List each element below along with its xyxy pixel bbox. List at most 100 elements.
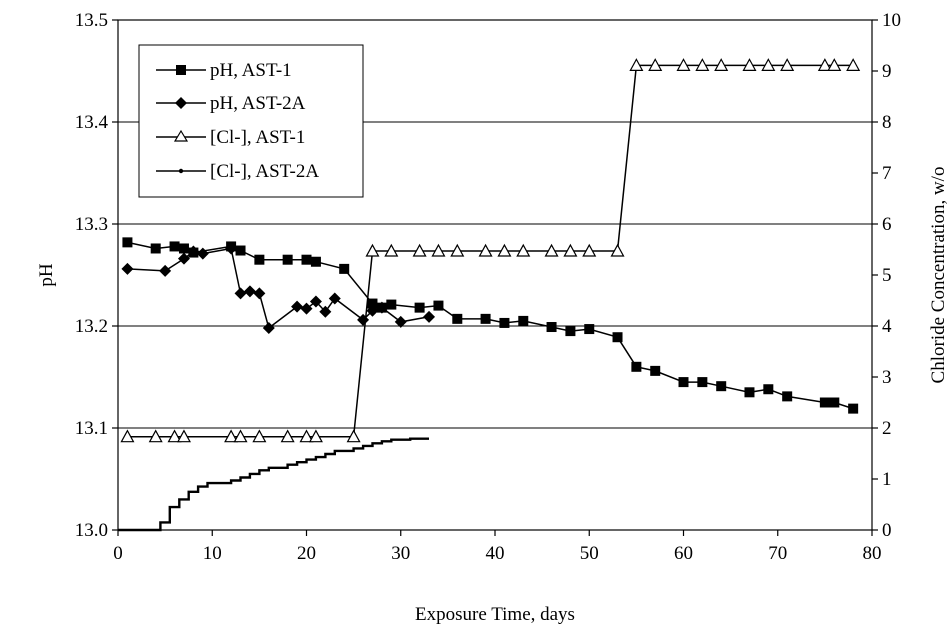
point-cl-ast1-9 [308, 429, 323, 443]
point-cl-ast1-16 [478, 243, 493, 257]
point-cl-ast1-7 [280, 429, 295, 443]
y-right-tick-label-8: 8 [882, 112, 892, 133]
series-ph-ast1 [122, 237, 859, 414]
point-ph-ast1-23 [584, 324, 595, 335]
x-tick-label-7: 70 [768, 543, 787, 564]
point-cl-ast1-23 [629, 58, 644, 71]
point-ph-ast1-25 [631, 361, 642, 372]
point-ph-ast2a-3 [187, 245, 200, 258]
point-cl-ast1-5 [233, 429, 248, 443]
point-ph-ast1-19 [499, 317, 510, 328]
point-ph-ast2a-5 [225, 242, 238, 255]
y-left-tick-label-2: 13.2 [75, 316, 108, 337]
point-ph-ast1-10 [310, 256, 321, 267]
legend: pH, AST-1 pH, AST-2A [Cl-], AST-1 [Cl-],… [156, 60, 319, 182]
legend-label-cl-ast1: [Cl-], AST-1 [210, 127, 305, 148]
point-ph-ast1-21 [546, 322, 557, 333]
x-tick-label-2: 20 [297, 543, 316, 564]
point-cl-ast1-30 [780, 58, 795, 71]
point-ph-ast2a-12 [309, 295, 322, 308]
point-cl-ast1-4 [224, 429, 239, 443]
y-right-tick-label-0: 0 [882, 520, 892, 541]
x-tick-label-0: 0 [113, 543, 123, 564]
point-cl-ast1-22 [610, 243, 625, 257]
point-cl-ast1-29 [761, 58, 776, 71]
point-ph-ast1-35 [848, 403, 859, 414]
point-cl-ast1-2 [167, 429, 182, 443]
point-ph-ast1-14 [386, 299, 397, 310]
point-cl-ast1-13 [412, 243, 427, 257]
point-ph-ast1-9 [301, 254, 312, 265]
point-ph-ast1-8 [282, 254, 293, 265]
point-ph-ast1-34 [829, 397, 840, 408]
legend-marker-ph-ast2a [175, 97, 187, 109]
series [118, 58, 861, 532]
point-ph-ast1-12 [367, 298, 378, 309]
point-cl-ast1-33 [846, 58, 861, 71]
point-cl-ast1-14 [431, 243, 446, 257]
point-cl-ast1-27 [714, 58, 729, 71]
point-ph-ast2a-10 [291, 300, 304, 313]
point-ph-ast1-26 [650, 365, 661, 376]
y-right-tick-label-3: 3 [882, 367, 892, 388]
point-ph-ast2a-9 [262, 322, 275, 335]
y-right-tick-label-1: 1 [882, 469, 892, 490]
axis-ticks: 13.0 13.1 13.2 13.3 13.4 13.5 0 1 2 3 4 5 6 7 8 9 10 0 10 2… [75, 10, 901, 564]
point-ph-ast1-31 [763, 384, 774, 395]
point-cl-ast1-31 [817, 58, 832, 71]
x-tick-label-1: 10 [203, 543, 222, 564]
y-axis-left-title: pH [36, 263, 57, 287]
point-ph-ast1-11 [339, 263, 350, 274]
point-ph-ast1-1 [150, 243, 161, 254]
point-cl-ast1-24 [648, 58, 663, 71]
y-left-tick-label-0: 13.0 [75, 520, 108, 541]
x-tick-label-4: 40 [486, 543, 505, 564]
point-cl-ast1-25 [676, 58, 691, 71]
x-tick-label-6: 60 [674, 543, 693, 564]
point-cl-ast1-3 [176, 429, 191, 443]
point-ph-ast1-6 [235, 245, 246, 256]
y-right-tick-label-7: 7 [882, 163, 892, 184]
point-cl-ast1-15 [450, 243, 465, 257]
point-cl-ast1-8 [299, 429, 314, 443]
legend-marker-cl-ast1 [173, 129, 189, 142]
point-cl-ast1-11 [365, 243, 380, 257]
point-ph-ast2a-7 [243, 285, 256, 298]
point-ph-ast2a-14 [328, 292, 341, 305]
point-cl-ast1-19 [544, 243, 559, 257]
point-ph-ast2a-19 [423, 310, 436, 323]
point-cl-ast1-20 [563, 243, 578, 257]
point-cl-ast1-32 [827, 58, 842, 71]
y-right-tick-label-9: 9 [882, 61, 892, 82]
y-left-tick-label-5: 13.5 [75, 10, 108, 31]
x-axis-title: Exposure Time, days [415, 604, 575, 625]
point-ph-ast1-18 [480, 313, 491, 324]
x-tick-label-8: 80 [863, 543, 882, 564]
point-ph-ast1-24 [612, 332, 623, 343]
point-ph-ast1-33 [819, 397, 830, 408]
point-ph-ast1-28 [697, 377, 708, 388]
point-cl-ast1-28 [742, 58, 757, 71]
x-tick-label-3: 30 [391, 543, 410, 564]
point-ph-ast1-22 [565, 326, 576, 337]
point-ph-ast2a-2 [177, 252, 190, 265]
point-ph-ast1-27 [678, 377, 689, 388]
point-ph-ast2a-6 [234, 287, 247, 300]
series-cl-ast2a [118, 437, 429, 532]
y-left-tick-label-1: 13.1 [75, 418, 108, 439]
y-left-tick-label-3: 13.3 [75, 214, 108, 235]
point-ph-ast2a-0 [121, 262, 134, 275]
y-right-tick-label-2: 2 [882, 418, 892, 439]
point-cl-ast1-12 [384, 243, 399, 257]
point-cl-ast1-1 [148, 429, 163, 443]
y-right-tick-label-5: 5 [882, 265, 892, 286]
series-line-cl-ast2a [118, 437, 429, 532]
point-ph-ast1-29 [716, 381, 727, 392]
legend-label-ph-ast2a: pH, AST-2A [210, 93, 306, 114]
y-right-tick-label-4: 4 [882, 316, 892, 337]
point-ph-ast1-15 [414, 302, 425, 313]
point-ph-ast1-17 [452, 313, 463, 324]
point-ph-ast1-20 [518, 315, 529, 326]
legend-label-ph-ast1: pH, AST-1 [210, 60, 292, 81]
point-cl-ast1-6 [252, 429, 267, 443]
